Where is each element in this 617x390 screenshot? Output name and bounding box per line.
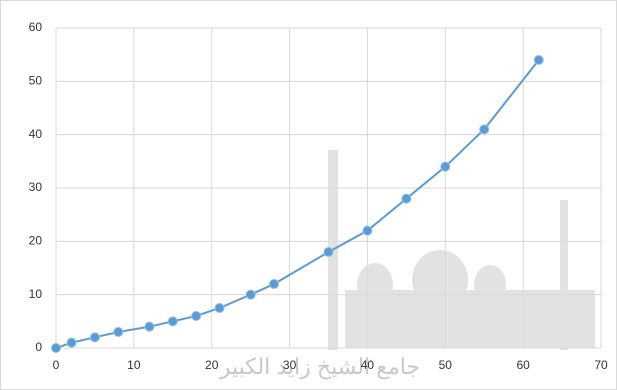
data-point (113, 327, 124, 337)
data-point (401, 193, 412, 204)
data-point (245, 289, 256, 300)
data-point (89, 332, 100, 343)
x-tick-label: 60 (516, 358, 530, 372)
data-point (479, 124, 490, 135)
data-point (269, 279, 279, 289)
x-tick-label: 20 (205, 358, 219, 372)
x-tick-label: 10 (127, 358, 141, 372)
x-tick-label: 70 (594, 358, 608, 372)
data-point (66, 337, 77, 348)
data-point (362, 225, 373, 236)
data-point (440, 161, 451, 172)
x-tick-label: 0 (53, 358, 60, 372)
watermark-text: جامع الشيخ زايد الكبير (219, 354, 420, 380)
y-tick-label: 0 (35, 340, 42, 354)
y-tick-label: 20 (29, 234, 43, 248)
data-point (51, 343, 61, 353)
data-point (214, 303, 225, 313)
data-point (191, 311, 202, 321)
x-tick-label: 30 (283, 358, 297, 372)
y-tick-label: 10 (29, 287, 43, 301)
series-line (55, 59, 540, 349)
data-point (144, 321, 155, 332)
y-tick-label: 50 (29, 74, 43, 88)
data-point (323, 247, 334, 257)
data-point (167, 316, 178, 327)
data-point (533, 55, 544, 65)
y-tick-label: 40 (29, 127, 43, 141)
y-tick-label: 30 (29, 180, 43, 194)
y-tick-label: 60 (29, 20, 43, 34)
x-tick-label: 50 (439, 358, 453, 372)
x-tick-label: 40 (361, 358, 375, 372)
